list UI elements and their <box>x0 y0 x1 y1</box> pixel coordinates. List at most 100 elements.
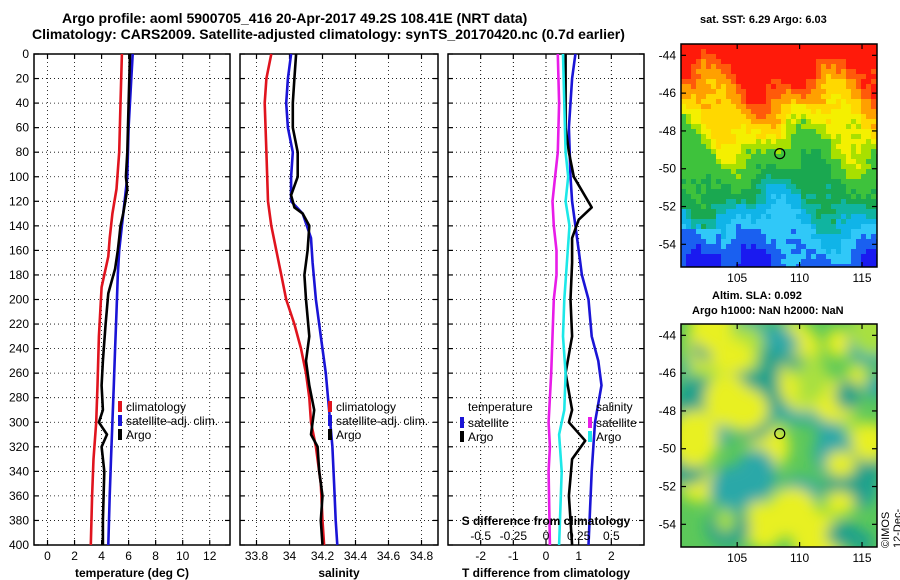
y-tick-label: 360 <box>9 489 29 503</box>
y-tick-label: 400 <box>9 538 29 552</box>
legend-label: satellite-adj. clim. <box>126 414 218 428</box>
legend-label: satellite <box>468 416 509 430</box>
x-axis-label: T difference from climatology <box>462 566 630 580</box>
legend-swatch <box>118 429 122 440</box>
series-line-temperature-argo <box>564 54 594 546</box>
map-x-tick-label: 105 <box>727 271 747 285</box>
x-tick-label: 1 <box>575 549 582 563</box>
top-tick-label: 0.5 <box>603 529 620 543</box>
sst-map-frame <box>680 43 878 268</box>
y-tick-label: 140 <box>9 219 29 233</box>
y-tick-label: 220 <box>9 317 29 331</box>
y-tick-label: 240 <box>9 342 29 356</box>
series-line-salinity-satellite <box>547 53 561 546</box>
map-y-tick-label: -44 <box>659 48 677 62</box>
y-tick-label: 280 <box>9 391 29 405</box>
map-y-tick-label: -50 <box>659 442 677 456</box>
y-tick-label: 60 <box>16 121 30 135</box>
x-tick-label: 34 <box>283 549 297 563</box>
y-tick-label: 380 <box>9 513 29 527</box>
map-x-tick-label: 115 <box>852 271 871 285</box>
sst-map-profile-marker <box>774 148 786 160</box>
legend-label: satellite <box>596 416 637 430</box>
title-line-2: Climatology: CARS2009. Satellite-adjuste… <box>32 26 625 42</box>
series-line-salinity-argo <box>557 53 571 546</box>
map-y-tick-label: -48 <box>659 404 677 418</box>
legend-swatch <box>118 401 122 412</box>
sla-map-title-2: Argo h1000: NaN h2000: NaN <box>692 305 844 317</box>
legend-swatch <box>328 429 332 440</box>
x-tick-label: 0 <box>44 549 51 563</box>
x-tick-label: 8 <box>152 549 159 563</box>
y-tick-label: 320 <box>9 440 29 454</box>
map-y-tick-label: -54 <box>659 237 677 251</box>
sla-map-frame <box>680 323 878 548</box>
y-tick-label: 160 <box>9 243 29 257</box>
x-axis-label: salinity <box>318 566 360 580</box>
y-tick-label: 260 <box>9 366 29 380</box>
map-y-tick-label: -44 <box>659 328 677 342</box>
sst-map-title: sat. SST: 6.29 Argo: 6.03 <box>700 14 827 26</box>
y-tick-label: 300 <box>9 415 29 429</box>
legend-swatch <box>460 417 464 428</box>
legend-swatch <box>588 431 592 442</box>
x-tick-label: 34.4 <box>344 549 368 563</box>
map-y-tick-label: -50 <box>659 162 677 176</box>
x-tick-label: 34.6 <box>377 549 401 563</box>
legend-swatch <box>328 401 332 412</box>
sla-map-profile-marker <box>774 428 786 440</box>
x-tick-label: 34.2 <box>311 549 335 563</box>
x-tick-label: 33.8 <box>245 549 269 563</box>
legend-label: Argo <box>468 430 494 444</box>
y-tick-label: 0 <box>22 47 29 61</box>
y-tick-label: 20 <box>16 72 30 86</box>
y-tick-label: 100 <box>9 170 29 184</box>
plot-frame <box>33 53 231 546</box>
legend-label: climatology <box>336 400 396 414</box>
sst-heatmap <box>681 44 877 267</box>
map-y-tick-label: -46 <box>659 366 677 380</box>
y-tick-label: 180 <box>9 268 29 282</box>
map-x-tick-label: 110 <box>790 551 809 565</box>
series-line-argo <box>97 53 132 545</box>
map-y-tick-label: -48 <box>659 124 677 138</box>
series-line-climatology <box>89 53 124 546</box>
legend-title: temperature <box>468 400 533 414</box>
y-tick-label: 200 <box>9 293 29 307</box>
legend-label: climatology <box>126 400 186 414</box>
x-tick-label: 10 <box>176 549 190 563</box>
legend-label: Argo <box>126 428 152 442</box>
legend-title: salinity <box>596 400 633 414</box>
x-tick-label: 4 <box>98 549 105 563</box>
map-y-tick-label: -52 <box>659 200 677 214</box>
x-tick-label: -2 <box>475 549 486 563</box>
top-tick-label: 0.25 <box>567 529 591 543</box>
x-tick-label: 2 <box>71 549 78 563</box>
map-x-tick-label: 105 <box>727 551 747 565</box>
x-tick-label: 0 <box>543 549 550 563</box>
series-line-argo <box>289 53 324 546</box>
map-y-tick-label: -46 <box>659 86 677 100</box>
legend-label: Argo <box>596 430 622 444</box>
y-tick-label: 120 <box>9 194 29 208</box>
legend-swatch <box>328 415 332 426</box>
legend-label: Argo <box>336 428 362 442</box>
y-tick-label: 40 <box>16 96 30 110</box>
x-tick-label: -1 <box>508 549 519 563</box>
y-tick-label: 80 <box>16 145 30 159</box>
legend-swatch <box>588 417 592 428</box>
series-line-satellite-adj-clim- <box>284 53 339 546</box>
map-x-tick-label: 110 <box>790 271 809 285</box>
legend-swatch <box>118 415 122 426</box>
x-tick-label: 34.8 <box>410 549 434 563</box>
x-tick-label: 12 <box>203 549 217 563</box>
legend-label: satellite-adj. clim. <box>336 414 428 428</box>
title-line-1: Argo profile: aoml 5900705_416 20-Apr-20… <box>62 10 528 26</box>
map-x-tick-label: 115 <box>852 551 871 565</box>
sla-heatmap <box>681 324 877 547</box>
top-tick-label: -0.5 <box>470 529 491 543</box>
sla-map-title-1: Altim. SLA: 0.092 <box>712 290 802 302</box>
top-tick-label: -0.25 <box>500 529 528 543</box>
x-tick-label: 6 <box>125 549 132 563</box>
